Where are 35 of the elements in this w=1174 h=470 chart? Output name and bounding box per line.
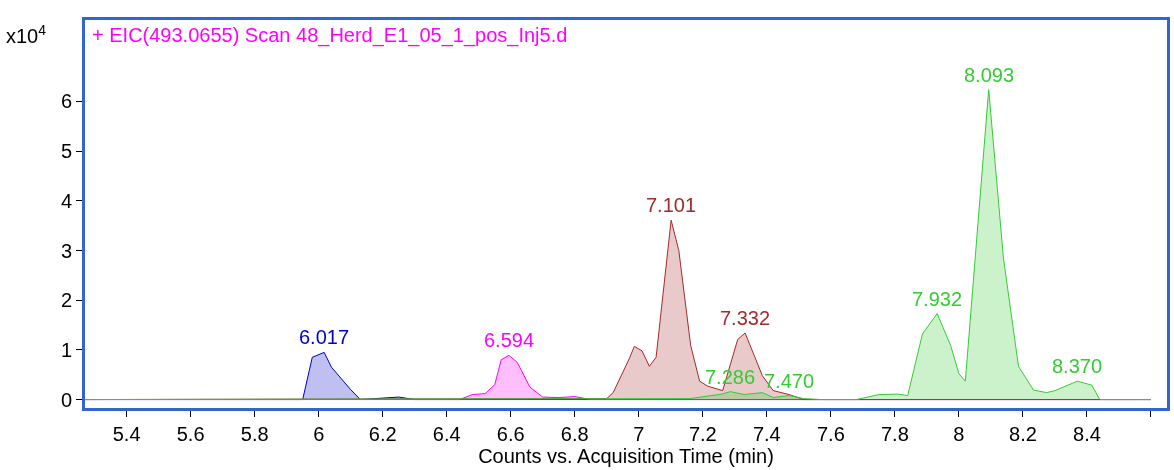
x-tick-label: 6 <box>313 423 325 445</box>
x-tick-label: 7.8 <box>880 423 909 445</box>
x-tick-label: 6.2 <box>368 423 397 445</box>
annotation: 7.932 <box>912 288 963 310</box>
x-tick-label: 6.4 <box>432 423 461 445</box>
annotation: 6.594 <box>484 329 535 351</box>
y-tick-label: 6 <box>60 90 72 113</box>
x-tick-label: 7.2 <box>688 423 717 445</box>
x-tick-label: 7.4 <box>752 423 781 445</box>
x-tick-label: 5.6 <box>176 423 205 445</box>
annotation: 8.093 <box>964 64 1015 86</box>
x-tick-label: 6.6 <box>496 423 525 445</box>
x-tick-label: 8.4 <box>1073 423 1101 445</box>
x-tick-label: 5.4 <box>112 423 141 445</box>
y-tick-label: 0 <box>60 388 72 411</box>
y-tick-label: 1 <box>60 338 72 361</box>
annotation: 6.017 <box>299 326 350 348</box>
annotation: 7.470 <box>764 370 815 392</box>
chart-title: + EIC(493.0655) Scan 48_Herd_E1_05_1_pos_Inj5.d <box>92 24 568 47</box>
annotation: 7.332 <box>720 307 771 329</box>
x-tick-label: 8 <box>953 423 965 445</box>
y-axis-title: x10$^{4}$ <box>6 22 47 48</box>
x-tick-label: 7 <box>633 423 645 445</box>
y-tick-label: 2 <box>60 289 72 312</box>
y-tick-label: 4 <box>60 189 72 212</box>
y-tick-label: 3 <box>60 239 72 262</box>
x-tick-label: 7.6 <box>816 423 845 445</box>
x-axis-title: Counts vs. Acquisition Time (min) <box>478 445 774 467</box>
annotation: 7.101 <box>646 194 697 216</box>
x-tick-label: 8.2 <box>1009 423 1037 445</box>
annotation: 7.286 <box>705 366 756 388</box>
annotation: 8.370 <box>1052 355 1103 377</box>
x-tick-label: 6.8 <box>560 423 589 445</box>
x-tick-label: 5.8 <box>240 423 269 445</box>
y-tick-label: 5 <box>60 140 72 163</box>
